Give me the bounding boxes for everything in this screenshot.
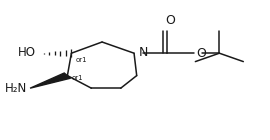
Text: or1: or1	[71, 75, 83, 81]
Text: HO: HO	[18, 46, 36, 59]
Text: N: N	[139, 46, 148, 59]
Polygon shape	[30, 73, 70, 88]
Text: O: O	[196, 47, 206, 60]
Text: H₂N: H₂N	[5, 82, 28, 95]
Text: O: O	[165, 14, 175, 27]
Text: or1: or1	[75, 57, 87, 63]
